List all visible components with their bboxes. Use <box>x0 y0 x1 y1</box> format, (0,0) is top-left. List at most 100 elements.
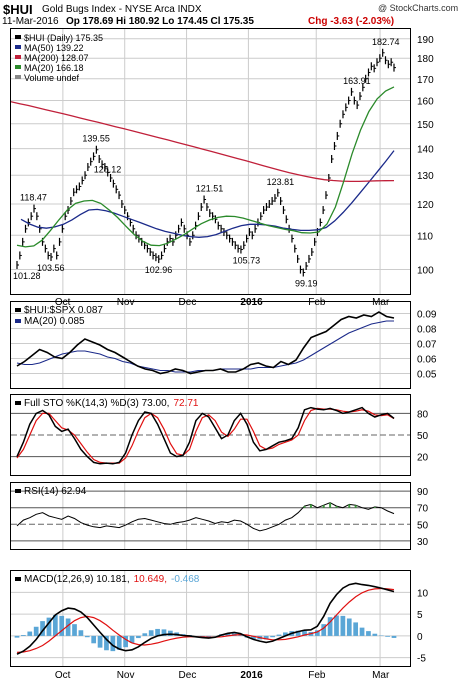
histogram-bar <box>110 635 116 652</box>
price-annotation: 101.28 <box>13 271 41 281</box>
price-annotation: 102.96 <box>145 265 173 275</box>
legend-swatch <box>15 75 21 79</box>
histogram-bar <box>327 617 333 636</box>
histogram-bar <box>136 635 141 639</box>
price-annotation: 118.47 <box>20 193 47 203</box>
histogram-bar <box>14 635 20 638</box>
legend-swatch <box>15 308 21 312</box>
month-label: Oct <box>55 670 71 681</box>
legend-swatch <box>15 577 21 581</box>
series-line-ma-200- <box>10 101 395 183</box>
histogram-bar <box>340 615 346 636</box>
histogram-bar <box>129 635 135 643</box>
legend-label: -0.468 <box>171 574 200 585</box>
histogram-bar <box>21 635 26 636</box>
series-line-macd <box>16 582 395 655</box>
month-label: 2016 <box>240 670 263 681</box>
price-annotation: 103.56 <box>37 263 65 273</box>
change-value: Chg -3.63 (-2.03%) <box>308 16 395 27</box>
y-tick-label: 0.05 <box>417 370 437 381</box>
histogram-bar <box>225 633 231 636</box>
histogram-bar <box>52 615 58 636</box>
legend-label: Full STO %K(14,3) %D(3) 73.00, <box>24 398 169 409</box>
histogram-bar <box>206 635 212 637</box>
stochastic-chart: Full STO %K(14,3) %D(3) 73.00, 72.71 <box>11 395 410 475</box>
index-name: Gold Bugs Index - NYSE Arca INDX <box>42 4 202 15</box>
histogram-bar <box>270 635 275 638</box>
y-tick-label: 30 <box>417 537 429 548</box>
histogram-bar <box>167 630 173 636</box>
month-label: Mar <box>372 670 390 681</box>
legend-label: MA(50) 139.22 <box>24 43 84 53</box>
histogram-bar <box>65 618 71 636</box>
series-line--k <box>16 406 395 465</box>
legend-label: MA(20) 166.18 <box>24 63 84 73</box>
histogram-bar <box>263 635 269 640</box>
series-line-ma-20- <box>16 86 395 248</box>
y-tick-label: -5 <box>417 654 426 665</box>
legend-label: $HUI:$SPX 0.087 <box>24 305 103 316</box>
histogram-bar <box>302 631 307 636</box>
price-annotation: 99.19 <box>295 278 318 288</box>
legend-label: $HUI (Daily) 175.35 <box>24 33 103 43</box>
y-tick-label: 50 <box>417 431 429 442</box>
legend-label: MA(20) 0.085 <box>24 316 85 327</box>
month-label: Nov <box>117 670 135 681</box>
legend-swatch <box>15 319 21 323</box>
price-annotation: 139.55 <box>82 134 110 144</box>
legend-label: 10.649, <box>134 574 167 585</box>
series-line-signal <box>16 587 395 653</box>
histogram-bar <box>59 615 65 636</box>
y-tick-label: 140 <box>417 145 434 156</box>
histogram-bar <box>91 635 97 644</box>
rsi-panel: RSI(14) 62.94 <box>10 482 411 550</box>
price-annotation: 123.81 <box>267 177 295 187</box>
histogram-bar <box>276 634 282 636</box>
legend-swatch <box>15 65 21 69</box>
histogram-bar <box>46 617 52 636</box>
y-tick-label: 100 <box>417 266 434 277</box>
legend-label: RSI(14) 62.94 <box>24 486 87 497</box>
ohlc-values: Op 178.69 Hi 180.92 Lo 174.45 Cl 175.35 <box>66 16 254 27</box>
stockcharts-watermark: @ StockCharts.com <box>378 3 459 13</box>
month-label: Dec <box>179 670 197 681</box>
legend-swatch <box>15 401 21 405</box>
histogram-bar <box>78 630 84 636</box>
y-tick-label: 0.06 <box>417 355 437 366</box>
ratio-panel: $HUI:$SPX 0.087 MA(20) 0.085 <box>10 301 411 389</box>
histogram-bar <box>155 628 160 636</box>
price-annotation: 121.51 <box>196 184 224 194</box>
y-tick-label: 5 <box>417 610 423 621</box>
histogram-bar <box>72 624 77 636</box>
histogram-bar <box>142 633 148 636</box>
price-annotation: 128.12 <box>94 164 122 174</box>
stochastic-panel: Full STO %K(14,3) %D(3) 73.00, 72.71 <box>10 394 411 476</box>
y-tick-label: 70 <box>417 504 429 515</box>
y-tick-label: 50 <box>417 520 429 531</box>
histogram-bar <box>314 630 320 636</box>
quote-date: 11-Mar-2016 <box>2 16 59 27</box>
histogram-bar <box>97 635 103 648</box>
macd-panel: MACD(12,26,9) 10.181, 10.649, -0.468 <box>10 570 411 667</box>
month-label: Feb <box>308 670 326 681</box>
y-tick-label: 0 <box>417 632 423 643</box>
price-annotation: 182.74 <box>372 37 400 47</box>
y-tick-label: 160 <box>417 97 434 108</box>
histogram-bar <box>40 621 45 636</box>
histogram-bar <box>346 618 352 636</box>
y-tick-label: 110 <box>417 231 433 242</box>
series-line-rsi-14- <box>16 502 395 532</box>
y-tick-label: 190 <box>417 35 434 46</box>
series-line--d <box>16 407 395 464</box>
histogram-bar <box>359 627 365 636</box>
macd-chart: MACD(12,26,9) 10.181, 10.649, -0.468 <box>11 571 410 666</box>
legend-swatch <box>15 489 21 493</box>
y-tick-label: 90 <box>417 487 429 498</box>
y-tick-label: 120 <box>417 200 434 211</box>
y-tick-label: 130 <box>417 171 434 182</box>
y-tick-label: 80 <box>417 409 429 420</box>
histogram-bar <box>334 615 339 636</box>
histogram-bar <box>116 635 122 650</box>
